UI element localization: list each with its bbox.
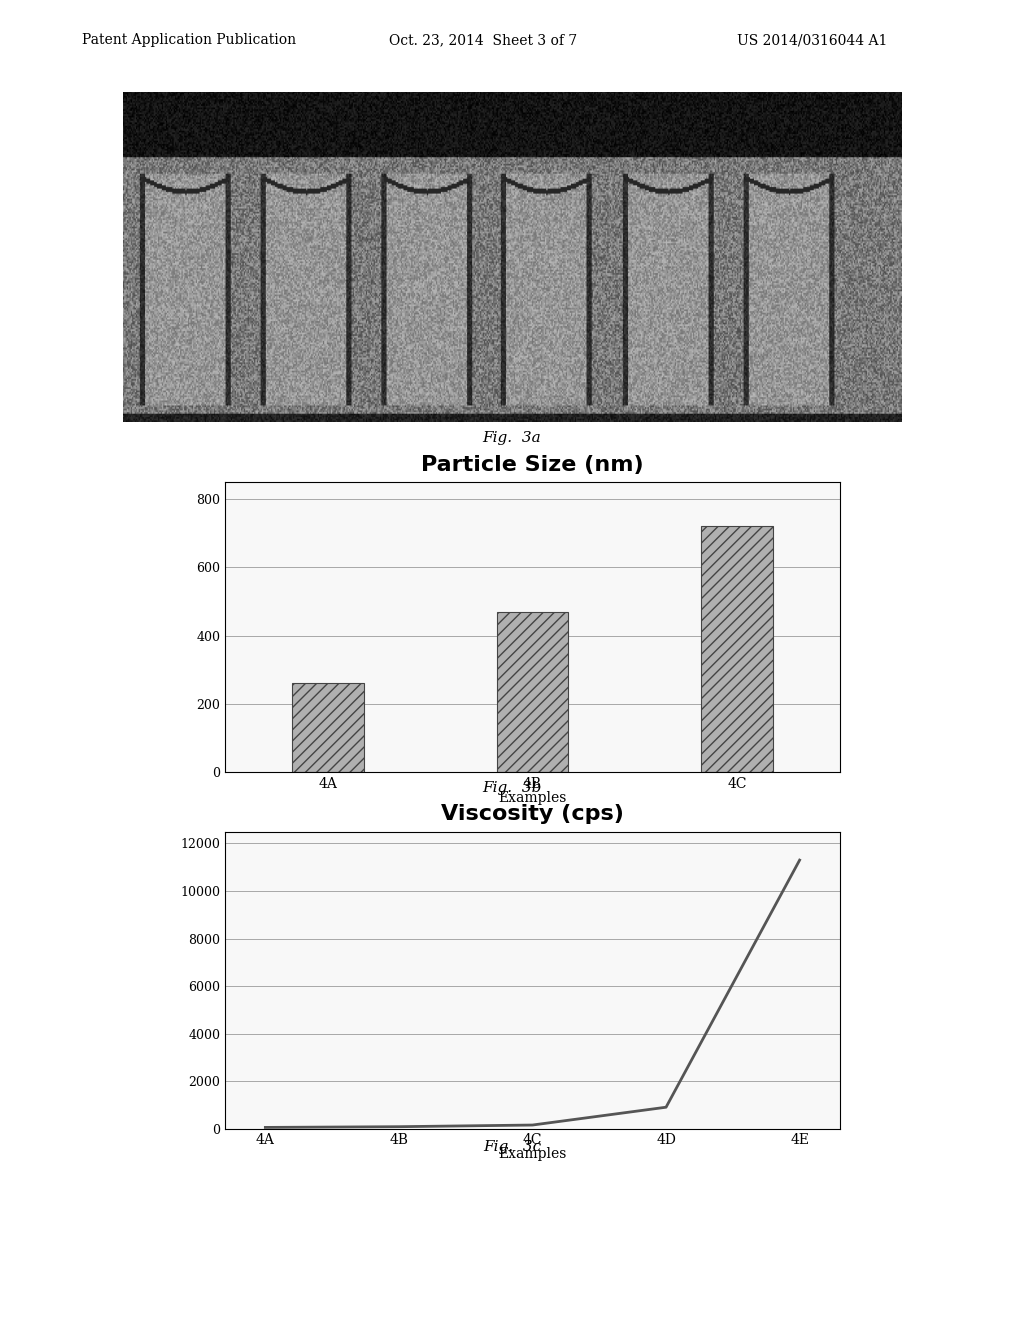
- Text: Fig.  3a: Fig. 3a: [482, 432, 542, 445]
- Text: Fig.  3c: Fig. 3c: [483, 1140, 541, 1154]
- Text: US 2014/0316044 A1: US 2014/0316044 A1: [737, 33, 888, 48]
- Title: Particle Size (nm): Particle Size (nm): [421, 454, 644, 475]
- Text: Fig.  3b: Fig. 3b: [482, 781, 542, 795]
- Bar: [701, 527, 773, 772]
- X-axis label: Examples: Examples: [499, 791, 566, 805]
- Text: Oct. 23, 2014  Sheet 3 of 7: Oct. 23, 2014 Sheet 3 of 7: [389, 33, 578, 48]
- Text: Patent Application Publication: Patent Application Publication: [82, 33, 296, 48]
- Title: Viscosity (cps): Viscosity (cps): [441, 804, 624, 825]
- Bar: [292, 684, 364, 772]
- Bar: [497, 611, 568, 772]
- X-axis label: Examples: Examples: [499, 1147, 566, 1162]
